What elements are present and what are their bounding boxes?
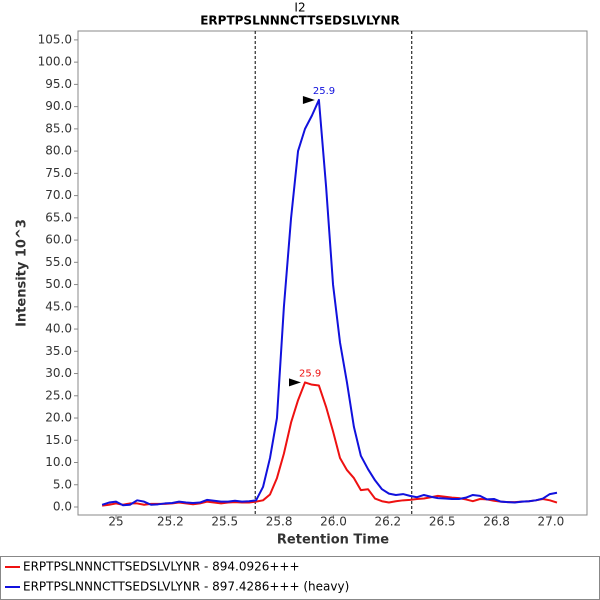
y-tick-label: 90.0: [45, 99, 72, 113]
y-tick-label: 35.0: [45, 344, 72, 358]
y-tick-label: 5.0: [53, 477, 72, 491]
y-axis-label: Intensity 10^3: [15, 219, 30, 327]
y-tick-label: 70.0: [45, 188, 72, 202]
peak-marker: [288, 378, 301, 387]
chart-title: I2: [294, 1, 305, 15]
series-line: [101, 98, 558, 507]
y-tick-label: 15.0: [45, 433, 72, 447]
y-tick-label: 75.0: [45, 166, 72, 180]
peak-label: 25.9: [313, 86, 335, 97]
chart-subtitle: ERPTPSLNNNCTTSEDSLVLYNR: [200, 14, 400, 28]
legend-label: ERPTPSLNNNCTTSEDSLVLYNR - 897.4286+++ (h…: [23, 580, 349, 594]
y-tick-label: 105.0: [38, 32, 72, 46]
legend-label: ERPTPSLNNNCTTSEDSLVLYNR - 894.0926+++: [23, 560, 300, 574]
y-tick-label: 85.0: [45, 121, 72, 135]
x-tick-label: 25.2: [157, 515, 184, 529]
x-tick-label: 25.5: [211, 515, 238, 529]
y-tick-label: 80.0: [45, 144, 72, 158]
y-tick-label: 65.0: [45, 210, 72, 224]
x-tick-label: 26.2: [374, 515, 401, 529]
x-axis-label: Retention Time: [277, 533, 389, 548]
y-tick-label: 40.0: [45, 322, 72, 336]
y-tick-label: 55.0: [45, 255, 72, 269]
x-tick-label: 27.0: [538, 515, 565, 529]
x-tick-label: 26.0: [320, 515, 347, 529]
x-tick-label: 26.5: [429, 515, 456, 529]
y-tick-label: 30.0: [45, 366, 72, 380]
peak-marker: [302, 95, 315, 104]
x-tick-label: 26.8: [483, 515, 510, 529]
y-tick-label: 10.0: [45, 455, 72, 469]
y-tick-label: 60.0: [45, 233, 72, 247]
legend: [0, 556, 600, 600]
x-tick-label: 25.8: [266, 515, 293, 529]
y-tick-label: 0.0: [53, 499, 72, 513]
x-tick-label: 25: [108, 515, 123, 529]
y-tick-label: 45.0: [45, 299, 72, 313]
y-tick-label: 20.0: [45, 411, 72, 425]
y-tick-label: 95.0: [45, 77, 72, 91]
peak-label: 25.9: [299, 368, 321, 379]
y-tick-label: 25.0: [45, 388, 72, 402]
y-tick-label: 100.0: [38, 55, 72, 69]
y-tick-label: 50.0: [45, 277, 72, 291]
